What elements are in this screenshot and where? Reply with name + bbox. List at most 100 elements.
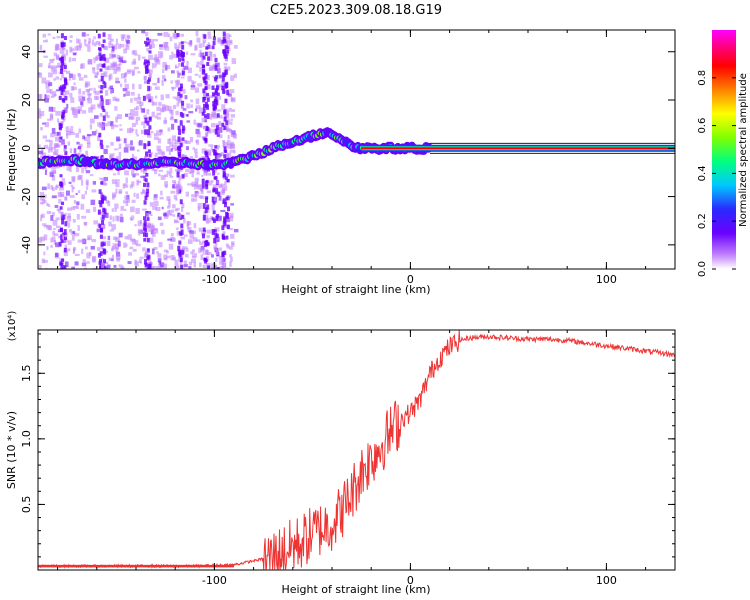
heatmap-streak-cell [98, 189, 102, 194]
heatmap-noise-cell [149, 96, 154, 102]
heatmap-streak-cell [61, 258, 65, 262]
heatmap-noise-cell [195, 108, 198, 112]
heatmap-noise-cell [124, 184, 129, 188]
heatmap-noise-cell [39, 191, 45, 198]
heatmap-noise-cell [38, 150, 43, 155]
heatmap-noise-cell [48, 82, 53, 87]
heatmap-noise-cell [217, 84, 222, 88]
heatmap-noise-cell [69, 46, 73, 53]
heatmap-noise-cell [79, 143, 83, 148]
heatmap-noise-cell [93, 42, 97, 47]
heatmap-noise-cell [176, 102, 180, 107]
heatmap-noise-cell [148, 54, 153, 61]
heatmap-noise-cell [189, 156, 193, 159]
heatmap-noise-cell [124, 200, 129, 203]
heatmap-noise-cell [226, 140, 231, 146]
heatmap-noise-cell [103, 123, 108, 127]
heatmap-noise-cell [120, 43, 125, 48]
heatmap-noise-cell [139, 101, 144, 106]
heatmap-noise-cell [38, 237, 43, 243]
heatmap-streak-cell [204, 197, 208, 204]
heatmap-noise-cell [89, 93, 92, 96]
spectrogram-ytick-label: 0 [20, 145, 33, 152]
heatmap-noise-cell [70, 125, 74, 128]
heatmap-noise-cell [72, 219, 76, 223]
heatmap-streak-cell [181, 214, 185, 219]
heatmap-noise-cell [111, 64, 116, 71]
heatmap-noise-cell [157, 258, 162, 263]
heatmap-noise-cell [173, 142, 176, 145]
heatmap-streak-cell [221, 72, 225, 78]
heatmap-noise-cell [170, 86, 176, 90]
heatmap-noise-cell [166, 64, 171, 70]
heatmap-streak-cell [98, 132, 102, 138]
heatmap-streak-cell [147, 140, 151, 147]
heatmap-noise-cell [136, 134, 139, 137]
heatmap-streak-cell [59, 85, 63, 91]
heatmap-noise-cell [111, 208, 115, 212]
heatmap-noise-cell [182, 88, 186, 94]
heatmap-noise-cell [161, 75, 166, 80]
heatmap-noise-cell [134, 66, 139, 70]
heatmap-streak-cell [101, 219, 105, 225]
heatmap-streak-cell [99, 227, 103, 233]
heatmap-streak-cell [100, 54, 104, 59]
heatmap-streak-cell [102, 115, 106, 121]
heatmap-noise-cell [67, 207, 72, 211]
heatmap-streak-cell [177, 245, 181, 252]
snr-xtick-label: 100 [596, 574, 617, 587]
heatmap-noise-cell [153, 63, 157, 68]
heatmap-streak-cell [101, 64, 105, 68]
heatmap-noise-cell [81, 179, 84, 186]
heatmap-noise-cell [64, 108, 68, 112]
heatmap-noise-cell [57, 229, 61, 233]
heatmap-streak-cell [223, 54, 227, 59]
heatmap-streak-cell [61, 219, 65, 225]
heatmap-noise-cell [184, 95, 188, 100]
spectrogram-ticks: -100 0 100 -40 -20 0 20 40 [20, 30, 675, 286]
heatmap-streak-cell [212, 92, 216, 97]
heatmap-noise-cell [148, 226, 153, 232]
heatmap-streak-cell [202, 203, 206, 209]
heatmap-noise-cell [198, 52, 202, 58]
heatmap-noise-cell [166, 170, 170, 175]
heatmap-streak-cell [146, 61, 150, 66]
heatmap-streak-cell [203, 125, 207, 130]
heatmap-noise-cell [131, 128, 135, 132]
heatmap-noise-cell [118, 57, 123, 63]
heatmap-streak-cell [60, 262, 64, 269]
heatmap-noise-cell [208, 55, 213, 61]
heatmap-streak-cell [146, 37, 150, 41]
heatmap-noise-cell [170, 255, 175, 261]
heatmap-noise-cell [150, 223, 154, 228]
heatmap-streak-cell [99, 263, 103, 269]
heatmap-noise-cell [198, 107, 203, 114]
spectrogram-heatmap [38, 30, 675, 269]
heatmap-streak-cell [181, 100, 185, 106]
heatmap-noise-cell [91, 131, 97, 136]
heatmap-noise-cell [174, 47, 180, 50]
heatmap-streak-cell [179, 111, 183, 117]
heatmap-noise-cell [42, 40, 46, 43]
heatmap-streak-cell [146, 216, 150, 221]
heatmap-noise-cell [158, 173, 161, 177]
heatmap-noise-cell [38, 113, 42, 119]
heatmap-streak-cell [181, 174, 185, 179]
heatmap-noise-cell [178, 97, 182, 104]
heatmap-streak-cell [145, 251, 149, 257]
heatmap-streak-cell [222, 198, 226, 204]
heatmap-noise-cell [117, 114, 122, 120]
heatmap-streak-cell [100, 75, 104, 82]
heatmap-noise-cell [131, 50, 135, 55]
heatmap-noise-cell [154, 54, 158, 58]
heatmap-noise-cell [56, 131, 61, 136]
heatmap-noise-cell [56, 36, 61, 39]
heatmap-noise-cell [84, 39, 87, 42]
heatmap-noise-cell [93, 95, 98, 100]
heatmap-streak-cell [143, 182, 147, 188]
heatmap-noise-cell [84, 190, 87, 195]
heatmap-noise-cell [55, 242, 59, 248]
heatmap-noise-cell [125, 202, 129, 207]
heatmap-streak-cell [214, 96, 218, 101]
